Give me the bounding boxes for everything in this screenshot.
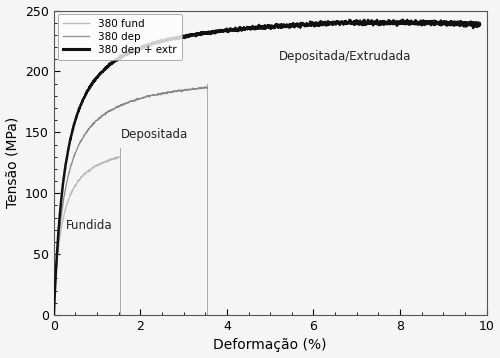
Text: Fundida: Fundida xyxy=(66,219,112,232)
Text: Depositada: Depositada xyxy=(121,128,188,141)
Y-axis label: Tensão (MPa): Tensão (MPa) xyxy=(6,117,20,208)
Legend: 380 fund, 380 dep, 380 dep + extr: 380 fund, 380 dep, 380 dep + extr xyxy=(58,14,182,60)
X-axis label: Deformação (%): Deformação (%) xyxy=(214,338,327,352)
Text: Depositada/Extrudada: Depositada/Extrudada xyxy=(279,50,411,63)
